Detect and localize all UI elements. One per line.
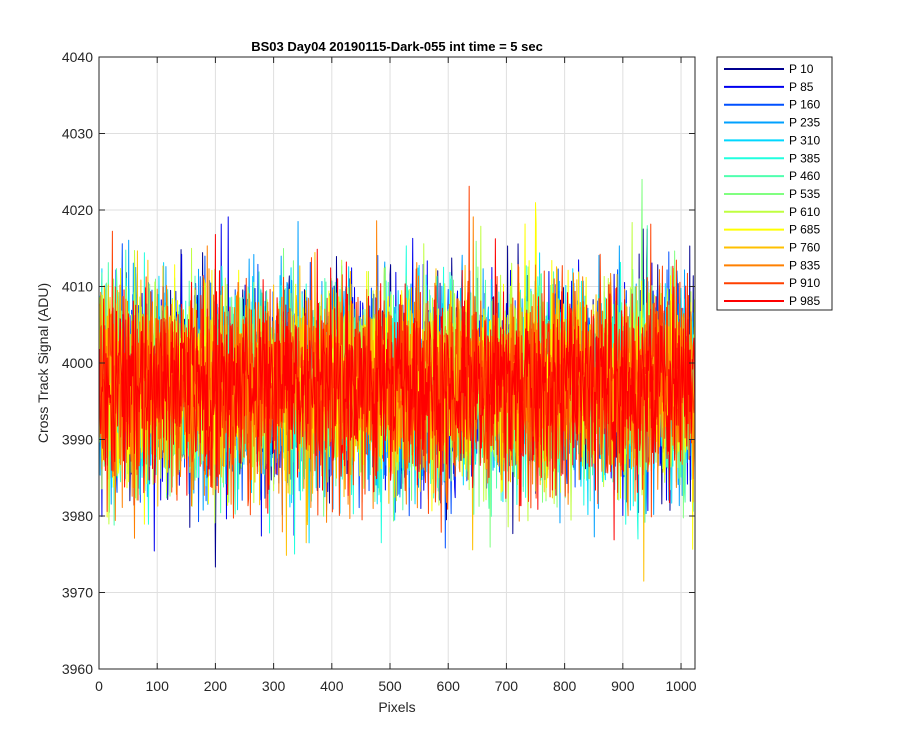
chart-title: BS03 Day04 20190115-Dark-055 int time = …: [251, 39, 543, 54]
legend-label: P 685: [789, 223, 820, 237]
y-tick-label: 3970: [62, 585, 93, 601]
x-axis-title: Pixels: [378, 699, 415, 715]
x-tick-label: 100: [146, 678, 170, 694]
series-lines: [99, 178, 695, 582]
legend-label: P 910: [789, 276, 820, 290]
legend-label: P 460: [789, 169, 820, 183]
x-tick-label: 700: [495, 678, 519, 694]
y-tick-label: 3980: [62, 508, 93, 524]
series-line-p-985: [99, 233, 695, 541]
x-tick-label: 400: [320, 678, 344, 694]
y-tick-label: 4010: [62, 279, 93, 295]
y-axis-title: Cross Track Signal (ADU): [35, 283, 51, 443]
legend-label: P 760: [789, 241, 820, 255]
legend-label: P 385: [789, 151, 820, 165]
x-tick-label: 600: [437, 678, 461, 694]
legend-label: P 85: [789, 80, 814, 94]
legend-box: [716, 56, 833, 311]
x-tick-label: 900: [611, 678, 635, 694]
y-tick-label: 3990: [62, 432, 93, 448]
x-tick-label: 500: [378, 678, 402, 694]
x-tick-label: 1000: [665, 678, 696, 694]
legend-label: P 985: [789, 294, 820, 308]
y-tick-label: 4040: [62, 49, 93, 65]
y-tick-label: 4030: [62, 126, 93, 142]
legend-label: P 10: [789, 62, 814, 76]
x-tick-label: 300: [262, 678, 286, 694]
legend-label: P 835: [789, 258, 820, 272]
x-tick-label: 200: [204, 678, 228, 694]
legend-label: P 160: [789, 98, 820, 112]
legend-label: P 235: [789, 116, 820, 130]
legend-label: P 310: [789, 133, 820, 147]
legend-label: P 610: [789, 205, 820, 219]
legend: P 10 P 85 P 160 P 235 P 310 P 385 P 460 P 535 P …: [716, 56, 833, 311]
axis-ticks: 0 100 200 300 400 500 600 700 800 900 1000 3960 3970…: [62, 49, 697, 694]
x-tick-label: 800: [553, 678, 577, 694]
legend-label: P 535: [789, 187, 820, 201]
x-tick-label: 0: [95, 678, 103, 694]
y-tick-label: 4000: [62, 355, 93, 371]
y-tick-label: 3960: [62, 661, 93, 677]
y-tick-label: 4020: [62, 202, 93, 218]
